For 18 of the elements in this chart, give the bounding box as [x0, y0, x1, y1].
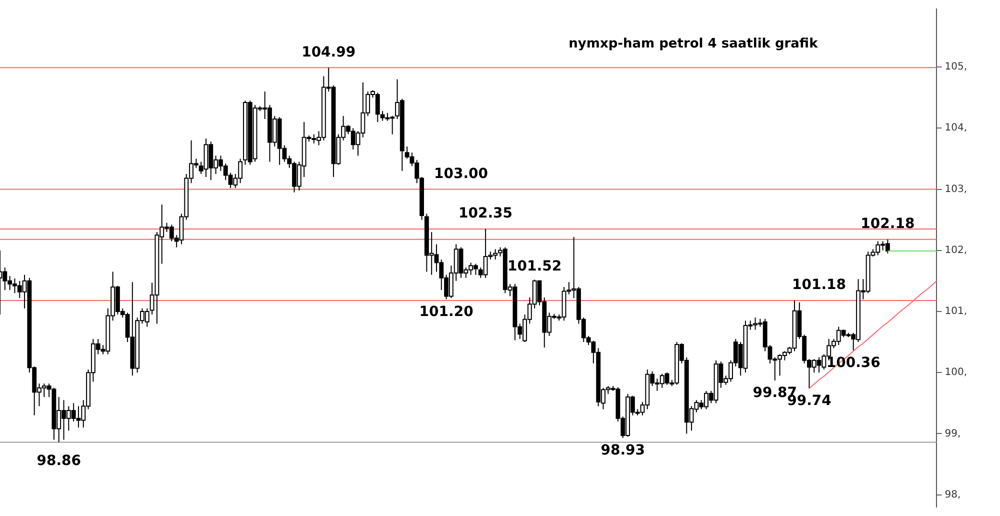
- y-tick-label: 104,: [944, 122, 967, 134]
- ref-line-label: 102.18: [860, 216, 915, 232]
- annotation: 98.93: [600, 442, 646, 459]
- ref-line-label: 102.35: [458, 206, 513, 222]
- y-tick-label: 100,: [944, 367, 967, 378]
- ref-line-label: 101.18: [792, 277, 846, 294]
- annotation: 101.20: [419, 304, 474, 320]
- ref-line-label: 98.86: [36, 452, 81, 469]
- text: nymxp-ham petrol 4 saatlik grafik: [568, 36, 818, 52]
- y-tick-label: 101,: [944, 306, 967, 318]
- y-tick-label: 105,: [944, 62, 967, 73]
- ref-line-label: 103.00: [434, 166, 488, 182]
- y-tick-label: 99,: [944, 428, 961, 440]
- y-tick-label: 103,: [944, 184, 967, 195]
- annotation: 101.52: [508, 258, 562, 274]
- y-tick-label: 102,: [944, 244, 967, 256]
- y-tick-label: 98,: [944, 489, 961, 500]
- ref-line-label: 104.99: [302, 44, 356, 60]
